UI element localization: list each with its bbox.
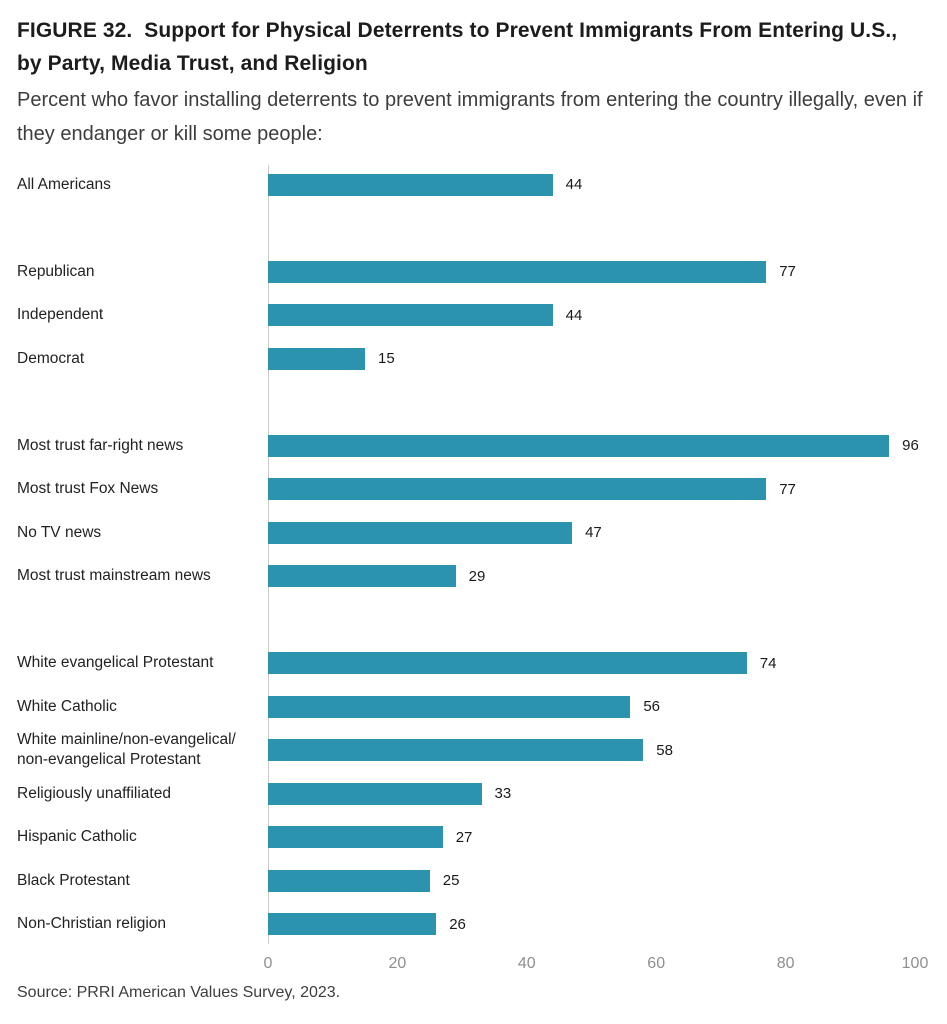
bar: [268, 652, 747, 675]
value-label: 77: [779, 263, 796, 281]
x-tick-label: 40: [517, 955, 536, 972]
category-label: Religiously unaffiliated: [17, 784, 171, 802]
value-label: 33: [494, 785, 512, 803]
category-label: Most trust Fox News: [17, 480, 159, 498]
bar: [268, 565, 456, 588]
category-label: No TV news: [17, 523, 102, 541]
bar: [268, 304, 553, 327]
chart-row: Independent 44: [17, 294, 927, 338]
bar: [268, 913, 437, 936]
bar-track: 44: [268, 173, 927, 196]
category-label: Most trust mainstream news: [17, 567, 211, 585]
bar-track: 15: [268, 347, 927, 370]
bar-track: 25: [268, 869, 927, 892]
chart-row: Most trust mainstream news 29: [17, 555, 927, 599]
chart-plot-area: All Americans 44 Republican 77 Independent 44…: [17, 163, 927, 946]
chart-row: Democrat 15: [17, 337, 927, 381]
value-label: 15: [378, 350, 395, 368]
chart-row: Black Protestant 25: [17, 859, 927, 903]
bar-track: 56: [268, 695, 927, 718]
value-label: 47: [585, 524, 602, 542]
x-tick-label: 80: [776, 955, 795, 972]
bar: [268, 173, 553, 196]
category-label: Black Protestant: [17, 871, 130, 889]
bar: [268, 347, 366, 370]
value-label: 56: [643, 698, 660, 716]
value-label: 74: [759, 654, 777, 672]
chart-row: No TV news 47: [17, 511, 927, 555]
category-label: Most trust far-right news: [17, 436, 184, 454]
value-label: 25: [442, 872, 460, 890]
chart-group-party: Republican 77 Independent 44 Democrat 15: [17, 250, 927, 381]
bar: [268, 826, 443, 849]
figure-subtitle: Percent who favor installing deterrents …: [17, 89, 923, 145]
x-tick-label: 60: [647, 955, 666, 972]
value-label: 58: [656, 741, 673, 759]
bar-track: 29: [268, 565, 927, 588]
x-tick-label: 100: [901, 955, 929, 972]
category-label: White mainline/non-evangelical/ non-evan…: [17, 731, 236, 769]
bar: [268, 695, 631, 718]
category-label: White evangelical Protestant: [17, 654, 214, 672]
bar: [268, 782, 482, 805]
bar: [268, 434, 890, 457]
figure-title-text: Support for Physical Deterrents to Preve…: [17, 19, 898, 75]
chart-group-overall: All Americans 44: [17, 163, 927, 207]
chart-row: Hispanic Catholic 27: [17, 816, 927, 860]
bar: [268, 260, 767, 283]
bar: [268, 521, 573, 544]
category-label: Non-Christian religion: [17, 915, 167, 933]
bar: [268, 739, 644, 762]
chart-row: Most trust far-right news 96: [17, 424, 927, 468]
x-tick-label: 20: [388, 955, 407, 972]
value-label: 44: [565, 176, 583, 194]
source-note: Source: PRRI American Values Survey, 202…: [17, 984, 341, 1001]
category-label: White Catholic: [17, 697, 117, 715]
bar-track: 27: [268, 826, 927, 849]
bar-chart: All Americans 44 Republican 77 Independent 44…: [17, 163, 929, 980]
chart-row: White Catholic 56: [17, 685, 927, 729]
value-label: 29: [468, 567, 486, 585]
category-label: Hispanic Catholic: [17, 828, 137, 846]
value-label: 26: [449, 915, 466, 933]
value-label: 44: [565, 306, 583, 324]
chart-row: Non-Christian religion 26: [17, 903, 927, 947]
bar-track: 96: [268, 434, 927, 457]
value-label: 27: [455, 828, 473, 846]
figure-label: FIGURE 32.: [17, 19, 133, 42]
value-label: 77: [779, 480, 796, 498]
category-label: Republican: [17, 262, 95, 280]
chart-row: White mainline/non-evangelical/ non-evan…: [17, 729, 927, 773]
bar-track: 47: [268, 521, 927, 544]
chart-group-media-trust: Most trust far-right news 96 Most trust Fo…: [17, 424, 927, 598]
bar-track: 26: [268, 913, 927, 936]
chart-row: All Americans 44: [17, 163, 927, 207]
chart-group-religion: White evangelical Protestant 74 White Cath…: [17, 642, 927, 947]
chart-row: Most trust Fox News 77: [17, 468, 927, 512]
x-tick-label: 0: [263, 955, 273, 972]
category-label: Democrat: [17, 349, 85, 367]
bar-track: 77: [268, 260, 927, 283]
category-label: All Americans: [17, 175, 111, 193]
figure-title: FIGURE 32. Support for Physical Deterren…: [17, 14, 927, 80]
bar-track: 33: [268, 782, 927, 805]
chart-rows: All Americans 44 Republican 77 Independent 44…: [17, 163, 927, 946]
value-label: 96: [902, 437, 919, 455]
chart-row: White evangelical Protestant 74: [17, 642, 927, 686]
y-axis-line: [268, 165, 269, 944]
x-axis: 0 20 40 60 80 100: [264, 946, 929, 980]
bar: [268, 478, 767, 501]
bar-track: 44: [268, 304, 927, 327]
chart-row: Religiously unaffiliated 33: [17, 772, 927, 816]
bar-track: 77: [268, 478, 927, 501]
category-label: Independent: [17, 306, 104, 324]
bar-track: 74: [268, 652, 927, 675]
bar-track: 58: [268, 739, 927, 762]
chart-row: Republican 77: [17, 250, 927, 294]
bar: [268, 869, 430, 892]
